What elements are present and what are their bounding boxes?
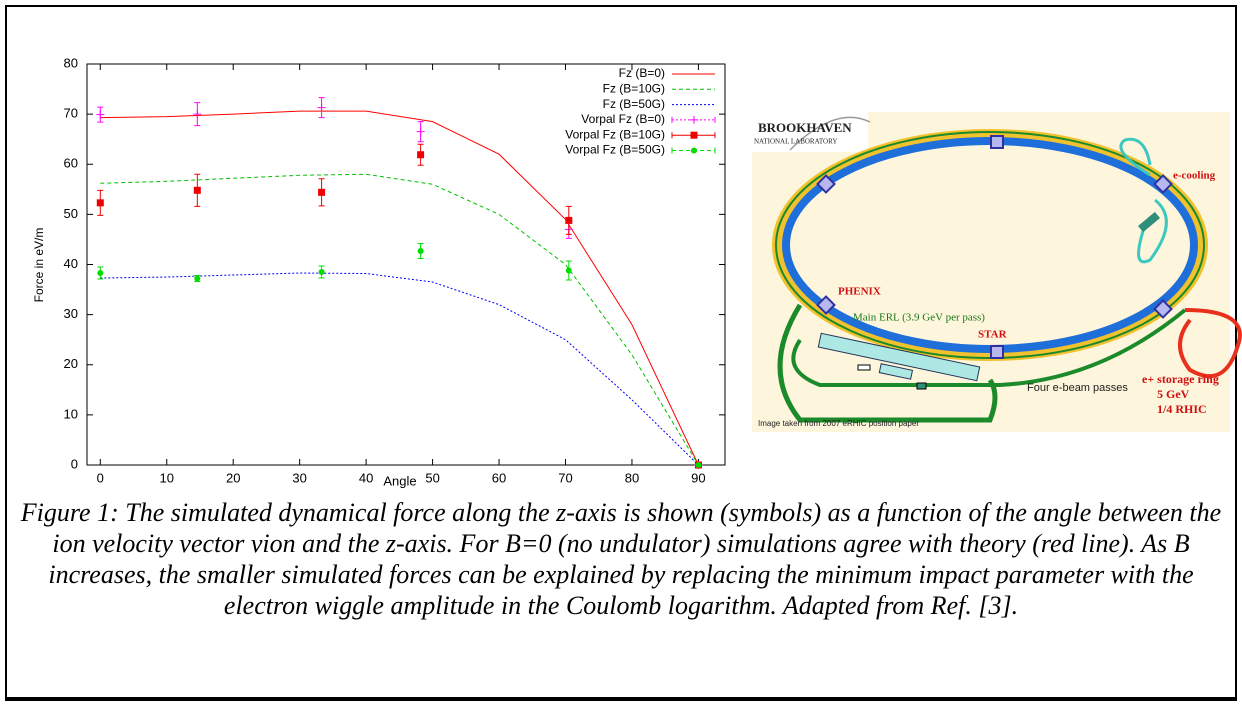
- label: Four e-beam passes: [1027, 382, 1128, 394]
- storage-ring-loop: [1178, 308, 1242, 379]
- cooling-loop: [1119, 137, 1168, 264]
- point: [565, 267, 572, 274]
- point: [417, 247, 424, 254]
- x-tick-label: 70: [558, 470, 572, 485]
- x-tick-label: 20: [226, 470, 240, 485]
- label: Main ERL (3.9 GeV per pass): [853, 312, 985, 324]
- point: [416, 127, 425, 136]
- y-tick-label: 60: [64, 156, 78, 171]
- legend-marker: [690, 115, 698, 124]
- legend-label: Fz (B=50G): [603, 97, 665, 111]
- label: STAR: [978, 329, 1008, 341]
- green-beam: [777, 303, 998, 423]
- point: [317, 103, 326, 112]
- detector-markers: [816, 135, 1173, 359]
- point: [193, 110, 202, 119]
- y-tick-label: 80: [64, 55, 78, 70]
- y-tick-label: 0: [71, 456, 78, 471]
- theory-line: [100, 272, 699, 466]
- logo-swoosh: [789, 116, 871, 151]
- credit: Image taken from 2007 eRHIC position pap…: [758, 419, 919, 428]
- main-erl: [817, 332, 981, 382]
- accelerator-diagram: BROOKHAVEN NATIONAL LABORATORY e-cooling…: [752, 112, 1242, 432]
- theory-line: [100, 110, 699, 466]
- element: [857, 364, 871, 371]
- y-tick-label: 70: [64, 106, 78, 121]
- x-tick-label: 0: [97, 470, 104, 485]
- y-tick-label: 10: [64, 406, 78, 421]
- linac: [878, 363, 914, 380]
- label: 1/4 RHIC: [1157, 402, 1207, 416]
- label: 5 GeV: [1157, 387, 1190, 401]
- legend-label: Fz (B=0): [619, 66, 665, 80]
- x-tick-label: 10: [160, 470, 174, 485]
- logo-subtitle: NATIONAL LABORATORY: [754, 138, 837, 146]
- point: [193, 186, 201, 194]
- x-tick-label: 80: [625, 470, 639, 485]
- theory-line: [100, 173, 699, 466]
- logo-title: BROOKHAVEN: [758, 120, 852, 135]
- legend-label: Vorpal Fz (B=10G): [565, 127, 665, 141]
- legend-label: Vorpal Fz (B=0): [581, 112, 665, 126]
- y-tick-label: 30: [64, 306, 78, 321]
- y-tick-label: 40: [64, 256, 78, 271]
- label: e+ storage ring: [1142, 372, 1219, 386]
- point: [695, 462, 702, 468]
- point: [194, 275, 201, 282]
- legend-label: Fz (B=10G): [603, 81, 665, 95]
- x-tick-label: 50: [425, 470, 439, 485]
- legend-whisker: [671, 147, 716, 154]
- legend-whisker: [671, 132, 716, 139]
- element: [916, 382, 927, 390]
- point: [96, 110, 105, 119]
- caption: Figure 1: The simulated dynamical force …: [20, 498, 1222, 620]
- y-tick-label: 50: [64, 206, 78, 221]
- point: [97, 270, 104, 277]
- x-tick-label: 60: [492, 470, 506, 485]
- x-tick-label: 30: [292, 470, 306, 485]
- point: [96, 199, 104, 207]
- legend-whisker: [671, 116, 716, 123]
- point: [565, 216, 573, 224]
- x-tick-label: 40: [359, 470, 373, 485]
- point: [417, 151, 425, 159]
- green-beam: [791, 308, 1187, 387]
- chart: Angle Force in eV/m BROOKHAVEN NATIONAL …: [32, 55, 1242, 488]
- label: e-cooling: [1173, 170, 1216, 182]
- label: PHENIX: [838, 286, 881, 298]
- x-axis-title: Angle: [383, 473, 416, 488]
- y-axis-title: Force in eV/m: [32, 228, 46, 303]
- point: [318, 188, 326, 196]
- x-tick-label: 90: [691, 470, 705, 485]
- cooler: [1138, 211, 1160, 233]
- y-tick-label: 20: [64, 356, 78, 371]
- legend-marker: [691, 147, 697, 154]
- point: [318, 269, 325, 276]
- legend-marker: [690, 131, 698, 139]
- legend-label: Vorpal Fz (B=50G): [565, 143, 665, 157]
